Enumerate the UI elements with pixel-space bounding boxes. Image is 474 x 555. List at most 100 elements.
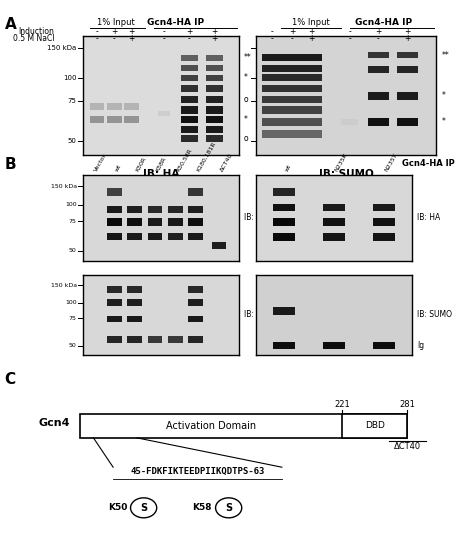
Text: 150 kDa: 150 kDa xyxy=(47,45,77,51)
Text: Gcn4-HA IP: Gcn4-HA IP xyxy=(147,18,204,27)
Bar xyxy=(107,316,121,322)
Bar xyxy=(107,116,122,123)
Text: Activation Domain: Activation Domain xyxy=(166,421,256,431)
Bar xyxy=(374,342,395,349)
Bar xyxy=(206,85,223,92)
Circle shape xyxy=(216,498,242,518)
Text: wt: wt xyxy=(284,163,292,172)
Bar xyxy=(206,65,223,72)
Bar xyxy=(302,107,322,114)
Bar xyxy=(302,54,322,61)
Text: -: - xyxy=(377,34,380,43)
Text: C: C xyxy=(5,372,16,387)
Bar xyxy=(188,233,203,240)
Text: 50: 50 xyxy=(69,248,77,253)
Text: +: + xyxy=(111,27,118,36)
Bar xyxy=(397,92,418,99)
Bar xyxy=(302,65,322,72)
Bar xyxy=(107,233,121,240)
Bar xyxy=(124,116,139,123)
Text: Gcn4-HA IP: Gcn4-HA IP xyxy=(356,18,412,27)
Text: 1% Input: 1% Input xyxy=(97,18,135,27)
Bar xyxy=(206,74,223,81)
Text: 75: 75 xyxy=(68,98,77,104)
Bar xyxy=(282,74,302,82)
Bar xyxy=(181,65,198,72)
Bar xyxy=(282,130,302,138)
Bar xyxy=(397,52,418,58)
Text: 100: 100 xyxy=(63,75,77,81)
Bar xyxy=(181,125,198,133)
Bar xyxy=(273,204,295,211)
Bar xyxy=(302,130,322,138)
Bar xyxy=(206,106,223,114)
Bar xyxy=(127,316,142,322)
Bar xyxy=(282,85,302,92)
Bar xyxy=(206,96,223,103)
Bar xyxy=(168,233,182,240)
Bar xyxy=(147,219,162,226)
Text: +: + xyxy=(404,34,410,43)
Text: +: + xyxy=(309,27,315,36)
Bar xyxy=(273,342,295,349)
Bar xyxy=(188,336,203,342)
Text: K180,181R: K180,181R xyxy=(196,140,217,172)
Bar xyxy=(147,205,162,213)
Text: IB: SUMO: IB: SUMO xyxy=(319,169,374,179)
Bar xyxy=(188,205,203,213)
Bar xyxy=(81,414,408,438)
Bar xyxy=(262,85,282,92)
Text: N235K: N235K xyxy=(334,152,349,172)
Text: -: - xyxy=(348,34,351,43)
Text: N235T: N235T xyxy=(384,152,399,172)
Text: 100: 100 xyxy=(65,300,77,305)
Text: 281: 281 xyxy=(400,400,415,409)
Text: IB: HA: IB: HA xyxy=(244,213,267,223)
Text: IB: SUMO: IB: SUMO xyxy=(244,310,279,320)
Bar xyxy=(188,286,203,292)
Text: -: - xyxy=(113,34,116,43)
Bar xyxy=(282,118,302,125)
Bar xyxy=(273,233,295,241)
Text: ΔCT40: ΔCT40 xyxy=(394,442,421,451)
Bar xyxy=(168,205,182,213)
Bar xyxy=(181,116,198,123)
Text: +: + xyxy=(404,27,410,36)
Bar xyxy=(181,96,198,103)
Text: Gcn4-HA IP: Gcn4-HA IP xyxy=(402,159,455,168)
Bar xyxy=(127,336,142,342)
Text: -: - xyxy=(271,34,273,43)
Bar xyxy=(302,96,322,103)
Bar xyxy=(107,300,121,306)
Bar xyxy=(107,219,121,226)
Bar xyxy=(181,74,198,81)
Text: +: + xyxy=(211,34,218,43)
Bar xyxy=(181,135,198,142)
Bar xyxy=(374,204,395,211)
Bar xyxy=(262,96,282,103)
Bar xyxy=(107,103,122,110)
Text: Induction: Induction xyxy=(18,27,55,36)
Bar xyxy=(282,107,302,114)
Bar xyxy=(127,219,142,226)
Text: Gcn4: Gcn4 xyxy=(38,418,70,428)
Text: *: * xyxy=(441,91,446,100)
Text: IB: SUMO: IB: SUMO xyxy=(417,310,452,320)
Bar xyxy=(188,188,203,196)
Text: K58: K58 xyxy=(192,503,212,512)
Text: +: + xyxy=(128,34,135,43)
Bar xyxy=(368,52,389,58)
Text: -: - xyxy=(188,34,191,43)
Text: -: - xyxy=(163,34,166,43)
Bar xyxy=(188,300,203,306)
Bar xyxy=(282,96,302,103)
Bar xyxy=(262,118,282,125)
Text: 1% Input: 1% Input xyxy=(292,18,329,27)
Text: wt: wt xyxy=(114,163,122,172)
Text: *: * xyxy=(244,73,248,82)
Bar xyxy=(342,414,408,438)
Bar xyxy=(127,286,142,292)
Text: K58R: K58R xyxy=(155,156,167,172)
Text: **: ** xyxy=(244,53,252,62)
Text: **: ** xyxy=(441,51,449,60)
